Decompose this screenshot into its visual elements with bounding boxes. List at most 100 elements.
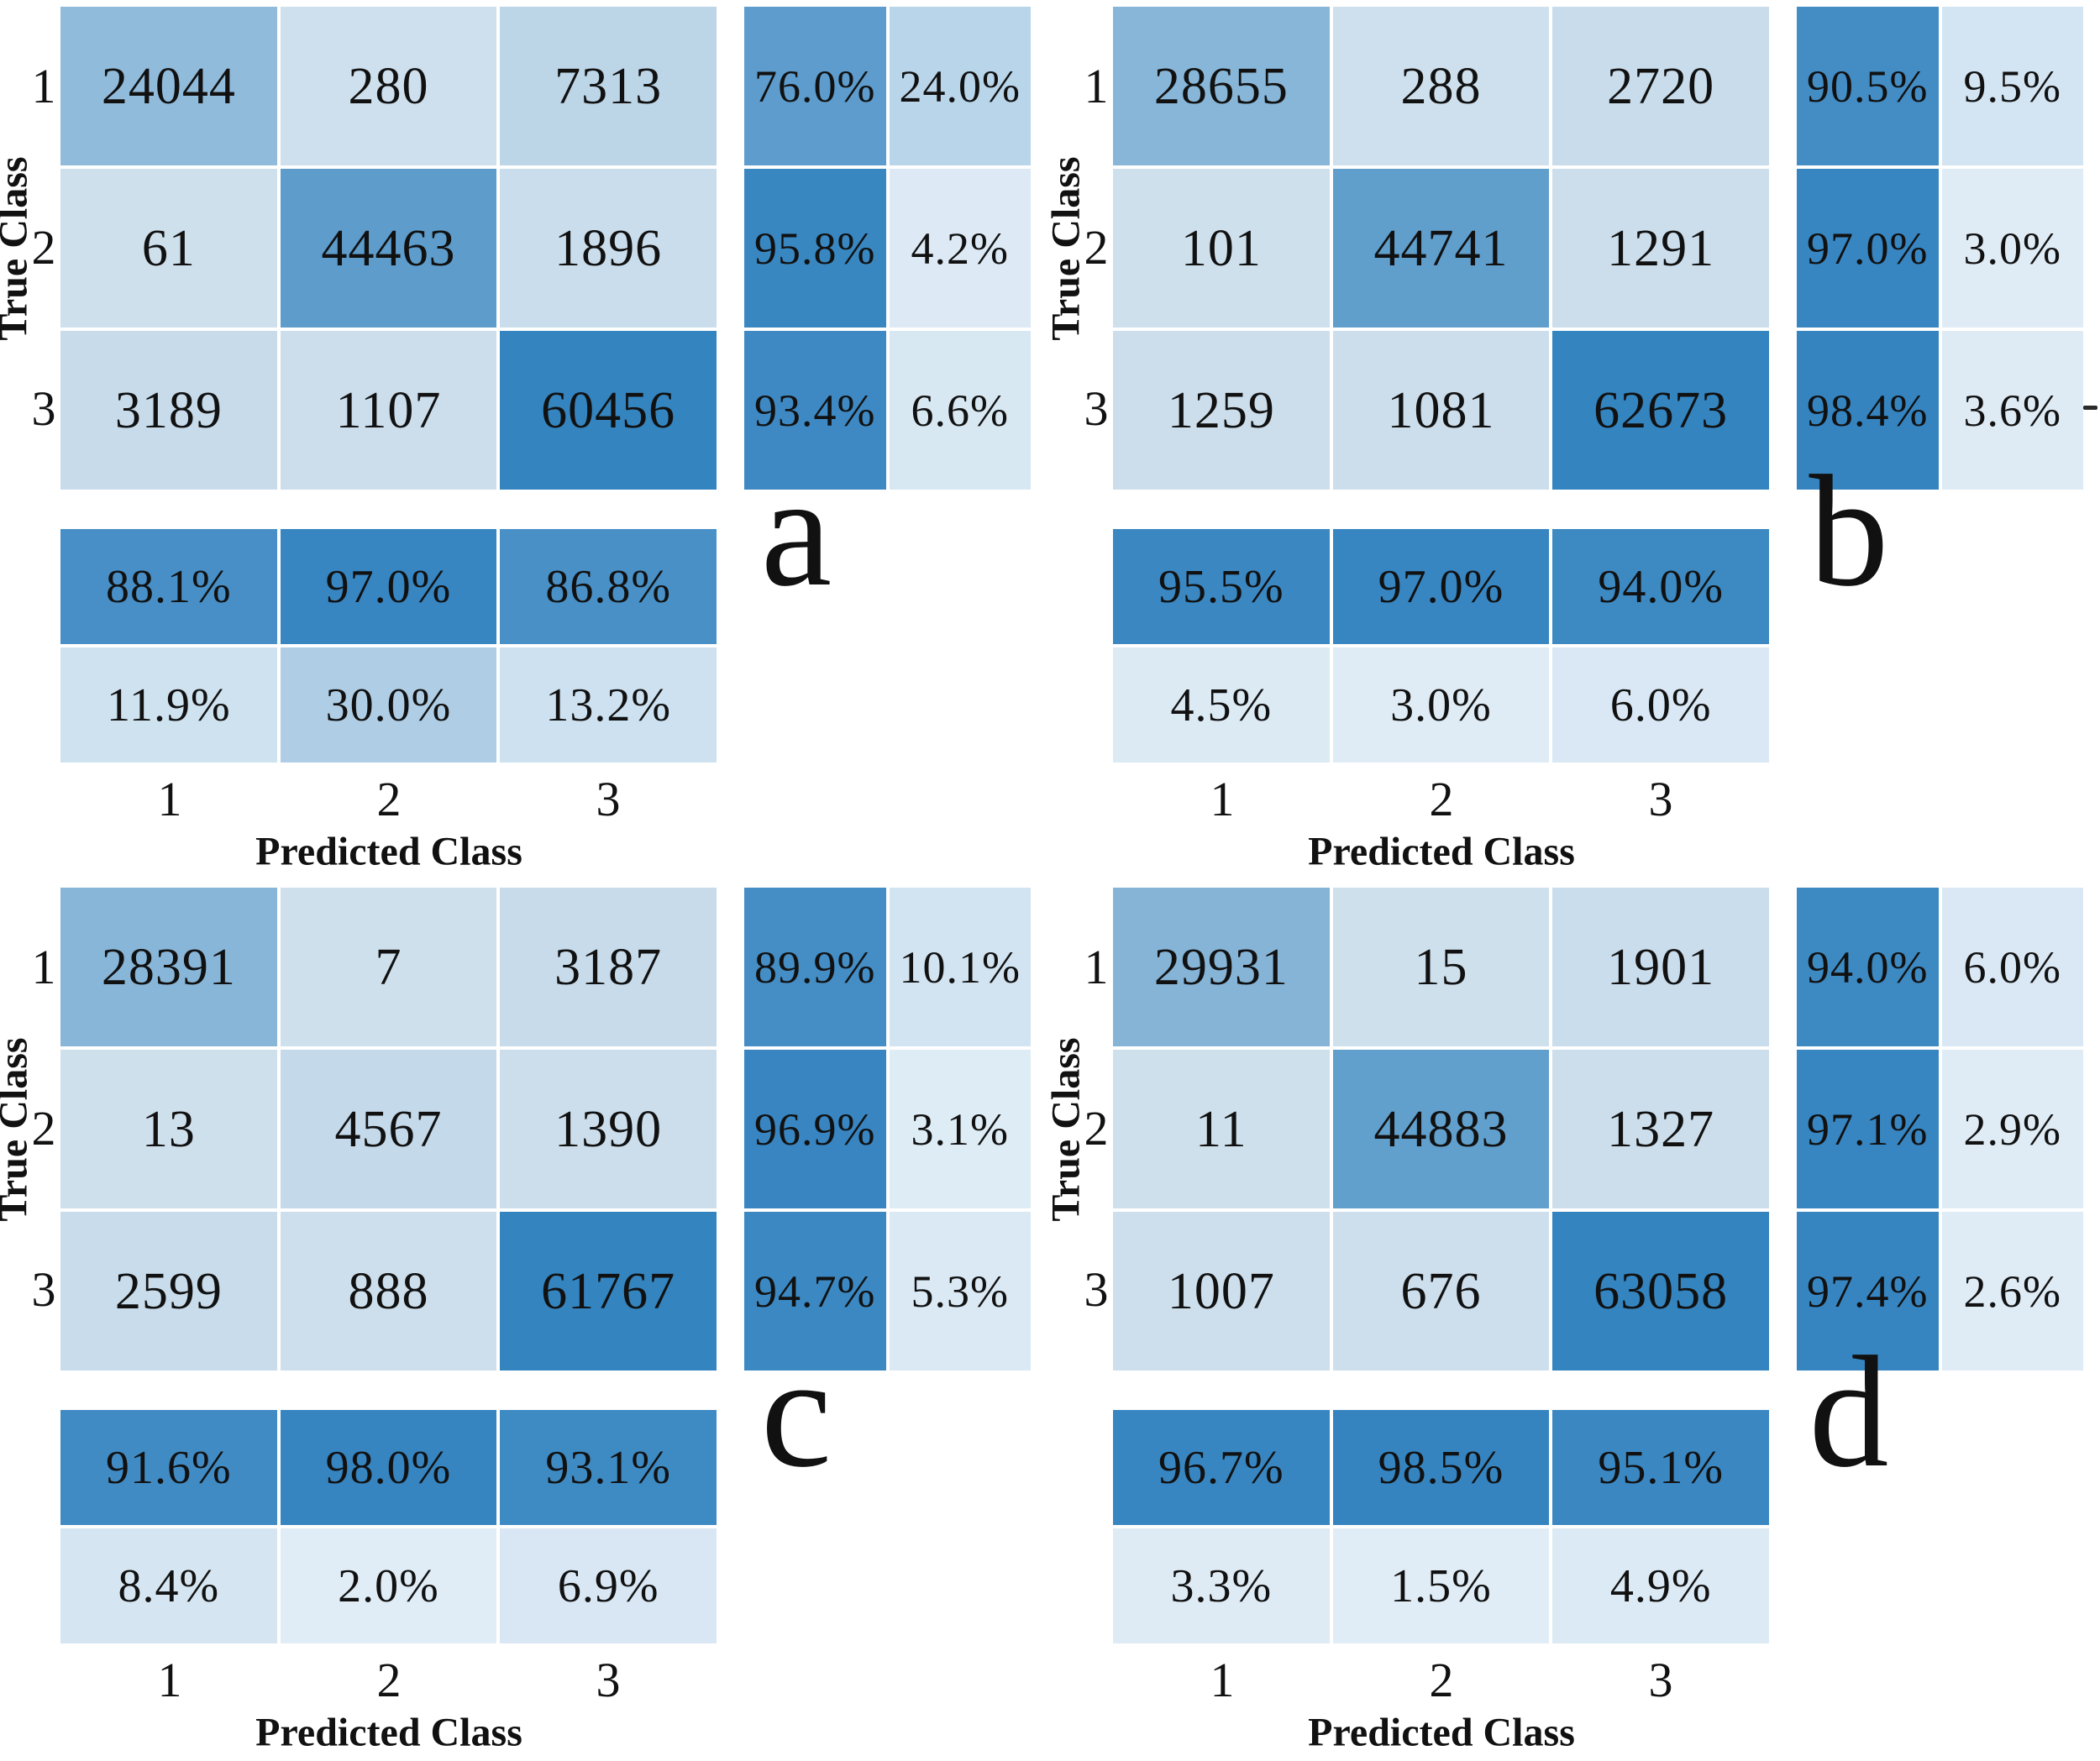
column-summary-grid: 96.7% 98.5% 95.1% 3.3% 1.5% 4.9% [1113, 1410, 1769, 1643]
y-tick-label-3: 3 [1084, 1262, 1109, 1317]
y-tick-label-3: 3 [1084, 381, 1109, 436]
column-summary-cell-r1c3: 94.0% [1552, 529, 1769, 644]
matrix-cell-r2c3: 1327 [1552, 1050, 1769, 1208]
row-summary-grid: 90.5% 9.5% 97.0% 3.0% 98.4% 3.6% [1797, 7, 2083, 490]
matrix-cell-r3c3: 63058 [1552, 1212, 1769, 1371]
row-summary-cell-r1c2: 10.1% [889, 888, 1031, 1046]
row-summary-cell-r3c2: 2.6% [1941, 1212, 2083, 1371]
confusion-matrix-grid: 28655 288 2720 101 44741 1291 1259 1081 62673 [1113, 7, 1769, 490]
row-summary-cell-r3c2: 3.6% [1941, 331, 2083, 490]
matrix-cell-r2c2: 44883 [1332, 1050, 1550, 1208]
column-summary-cell-r2c1: 3.3% [1113, 1528, 1330, 1643]
matrix-cell-r3c3: 60456 [500, 331, 717, 490]
column-summary-cell-r2c2: 3.0% [1332, 647, 1550, 763]
matrix-cell-r1c1: 24044 [60, 7, 277, 165]
row-summary-cell-r1c1: 89.9% [744, 888, 886, 1046]
stray-mark [2083, 406, 2097, 410]
matrix-cell-r1c1: 29931 [1113, 888, 1330, 1046]
y-tick-label-1: 1 [1084, 59, 1109, 113]
matrix-cell-r2c3: 1291 [1552, 169, 1769, 328]
y-tick-label-2: 2 [31, 1101, 56, 1156]
matrix-cell-r3c2: 676 [1332, 1212, 1550, 1371]
matrix-cell-r2c3: 1390 [500, 1050, 717, 1208]
panel-letter: c [760, 1324, 832, 1501]
y-tick-label-3: 3 [31, 381, 56, 436]
x-tick-label-1: 1 [1210, 772, 1235, 826]
column-summary-cell-r2c3: 6.9% [500, 1528, 717, 1643]
x-tick-label-1: 1 [157, 1653, 182, 1707]
matrix-cell-r1c1: 28391 [60, 888, 277, 1046]
column-summary-grid: 91.6% 98.0% 93.1% 8.4% 2.0% 6.9% [60, 1410, 717, 1643]
row-summary-cell-r1c1: 76.0% [744, 7, 886, 165]
x-axis-label: Predicted Class [255, 1710, 522, 1755]
row-summary-cell-r2c2: 4.2% [889, 169, 1031, 328]
x-tick-label-2: 2 [1429, 772, 1454, 826]
matrix-cell-r2c1: 101 [1113, 169, 1330, 328]
matrix-cell-r2c3: 1896 [500, 169, 717, 328]
y-tick-label-3: 3 [31, 1262, 56, 1317]
matrix-cell-r1c1: 28655 [1113, 7, 1330, 165]
row-summary-cell-r2c2: 3.0% [1941, 169, 2083, 328]
column-summary-cell-r1c3: 93.1% [500, 1410, 717, 1525]
matrix-cell-r2c1: 13 [60, 1050, 277, 1208]
x-tick-label-3: 3 [1648, 772, 1673, 826]
panel-a: True Class 24044 280 7313 61 44463 1896 3189 11… [0, 0, 1050, 881]
column-summary-cell-r2c3: 6.0% [1552, 647, 1769, 763]
column-summary-cell-r1c1: 91.6% [60, 1410, 277, 1525]
x-tick-label-3: 3 [596, 1653, 621, 1707]
x-tick-label-2: 2 [376, 1653, 402, 1707]
matrix-cell-r1c3: 3187 [500, 888, 717, 1046]
matrix-cell-r3c3: 62673 [1552, 331, 1769, 490]
panel-d: True Class 29931 15 1901 11 44883 1327 1007 676… [1044, 881, 2100, 1761]
column-summary-grid: 88.1% 97.0% 86.8% 11.9% 30.0% 13.2% [60, 529, 717, 763]
row-summary-grid: 94.0% 6.0% 97.1% 2.9% 97.4% 2.6% [1797, 888, 2083, 1371]
matrix-cell-r2c1: 61 [60, 169, 277, 328]
matrix-cell-r3c2: 1081 [1332, 331, 1550, 490]
row-summary-grid: 89.9% 10.1% 96.9% 3.1% 94.7% 5.3% [744, 888, 1031, 1371]
confusion-matrix-grid: 29931 15 1901 11 44883 1327 1007 676 63058 [1113, 888, 1769, 1371]
row-summary-cell-r2c1: 96.9% [744, 1050, 886, 1208]
matrix-cell-r1c3: 1901 [1552, 888, 1769, 1046]
matrix-cell-r1c3: 7313 [500, 7, 717, 165]
matrix-cell-r3c1: 3189 [60, 331, 277, 490]
row-summary-cell-r3c1: 93.4% [744, 331, 886, 490]
matrix-cell-r3c2: 888 [280, 1212, 497, 1371]
matrix-cell-r1c3: 2720 [1552, 7, 1769, 165]
column-summary-cell-r2c2: 2.0% [280, 1528, 497, 1643]
row-summary-cell-r2c2: 2.9% [1941, 1050, 2083, 1208]
matrix-cell-r2c1: 11 [1113, 1050, 1330, 1208]
row-summary-cell-r3c1: 98.4% [1797, 331, 1939, 490]
row-summary-cell-r1c1: 94.0% [1797, 888, 1939, 1046]
x-tick-label-3: 3 [596, 772, 621, 826]
column-summary-cell-r2c3: 13.2% [500, 647, 717, 763]
row-summary-cell-r3c2: 6.6% [889, 331, 1031, 490]
y-tick-label-2: 2 [1084, 1101, 1109, 1156]
y-tick-label-1: 1 [1084, 940, 1109, 994]
x-tick-label-2: 2 [376, 772, 402, 826]
column-summary-cell-r1c2: 97.0% [1332, 529, 1550, 644]
column-summary-cell-r1c2: 98.0% [280, 1410, 497, 1525]
matrix-cell-r2c2: 44463 [280, 169, 497, 328]
y-tick-label-2: 2 [1084, 220, 1109, 275]
y-tick-label-1: 1 [31, 940, 56, 994]
column-summary-cell-r1c2: 97.0% [280, 529, 497, 644]
y-tick-label-1: 1 [31, 59, 56, 113]
matrix-cell-r3c1: 1007 [1113, 1212, 1330, 1371]
column-summary-cell-r2c1: 8.4% [60, 1528, 277, 1643]
column-summary-grid: 95.5% 97.0% 94.0% 4.5% 3.0% 6.0% [1113, 529, 1769, 763]
row-summary-cell-r1c2: 24.0% [889, 7, 1031, 165]
row-summary-cell-r1c2: 6.0% [1941, 888, 2083, 1046]
matrix-cell-r1c2: 288 [1332, 7, 1550, 165]
row-summary-cell-r1c1: 90.5% [1797, 7, 1939, 165]
row-summary-cell-r3c1: 97.4% [1797, 1212, 1939, 1371]
column-summary-cell-r1c2: 98.5% [1332, 1410, 1550, 1525]
matrix-cell-r3c1: 1259 [1113, 331, 1330, 490]
column-summary-cell-r1c1: 95.5% [1113, 529, 1330, 644]
column-summary-cell-r2c3: 4.9% [1552, 1528, 1769, 1643]
row-summary-cell-r3c2: 5.3% [889, 1212, 1031, 1371]
row-summary-cell-r2c1: 97.0% [1797, 169, 1939, 328]
column-summary-cell-r2c1: 11.9% [60, 647, 277, 763]
matrix-cell-r1c2: 15 [1332, 888, 1550, 1046]
matrix-cell-r2c2: 44741 [1332, 169, 1550, 328]
x-tick-label-3: 3 [1648, 1653, 1673, 1707]
